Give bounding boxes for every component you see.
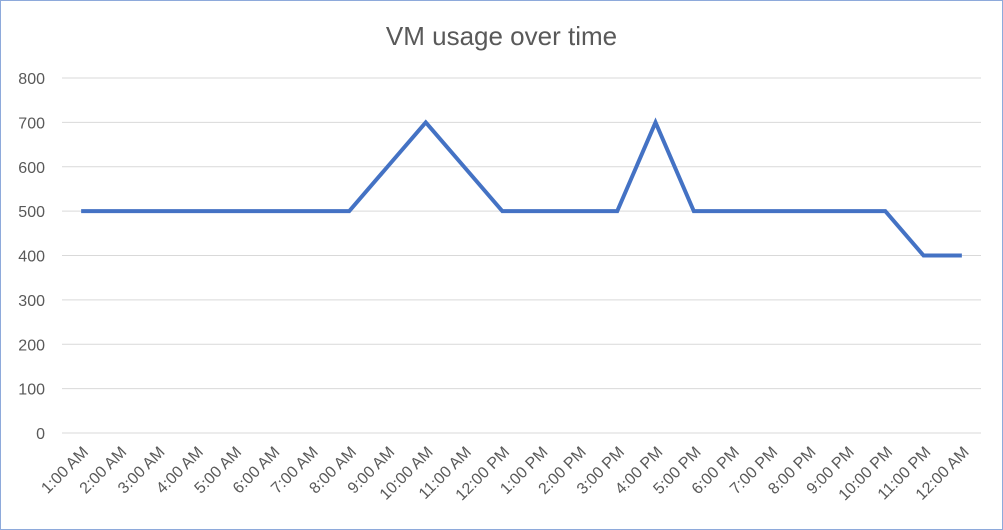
data-point xyxy=(960,254,964,258)
y-tick-label: 600 xyxy=(18,160,45,177)
data-point xyxy=(654,120,658,124)
y-tick-label: 300 xyxy=(18,293,45,310)
data-point xyxy=(500,209,504,213)
data-point xyxy=(232,209,236,213)
data-point xyxy=(768,209,772,213)
y-tick-label: 0 xyxy=(36,426,45,443)
chart-title: VM usage over time xyxy=(385,21,618,51)
data-point xyxy=(79,209,83,213)
series-layer xyxy=(79,117,964,258)
data-point xyxy=(424,120,428,124)
data-point xyxy=(539,209,543,213)
y-tick-label: 700 xyxy=(18,115,45,132)
data-point xyxy=(730,209,734,213)
data-point xyxy=(347,209,351,213)
data-point xyxy=(271,209,275,213)
data-point xyxy=(922,254,926,258)
gridlines xyxy=(62,77,981,434)
data-point xyxy=(845,209,849,213)
x-axis-tick-labels: 1:00 AM2:00 AM3:00 AM4:00 AM5:00 AM6:00 … xyxy=(38,444,972,504)
data-point xyxy=(577,209,581,213)
data-point xyxy=(807,209,811,213)
data-point xyxy=(309,209,313,213)
y-axis-tick-labels: 0 100 200 300 400 500 600 700 800 xyxy=(18,71,45,443)
data-point xyxy=(117,209,121,213)
data-point xyxy=(883,209,887,213)
data-point xyxy=(156,209,160,213)
y-tick-label: 100 xyxy=(18,382,45,399)
y-tick-label: 200 xyxy=(18,337,45,354)
data-point xyxy=(462,165,466,169)
y-tick-label: 400 xyxy=(18,249,45,266)
data-point xyxy=(692,209,696,213)
series-line-0 xyxy=(81,117,962,258)
data-point xyxy=(615,209,619,213)
y-tick-label: 800 xyxy=(18,71,45,88)
data-point xyxy=(385,165,389,169)
y-tick-label: 500 xyxy=(18,204,45,221)
data-point xyxy=(194,209,198,213)
